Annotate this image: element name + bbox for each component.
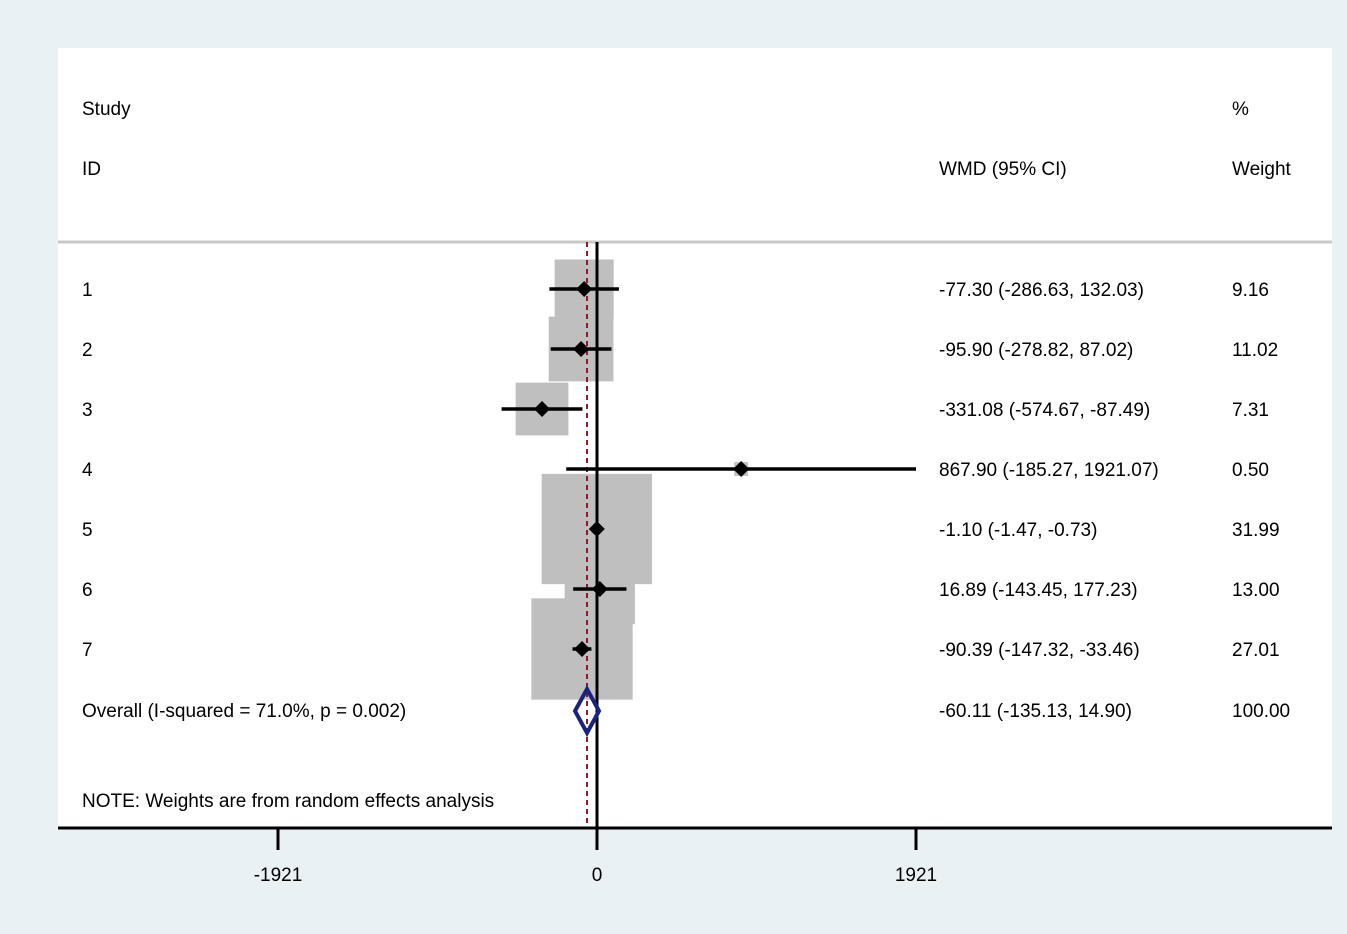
x-tick-label: 1921 [895,865,937,886]
forest-plot: Study ID WMD (95% CI) % Weight 1 -77.30 (… [58,48,1332,886]
overall-weight-text: 100.00 [1232,701,1290,722]
study-weight-text: 7.31 [1232,400,1269,421]
x-axis-ticks: -1921 0 1921 [254,828,937,886]
study-ci-text: -1.10 (-1.47, -0.73) [939,520,1097,541]
study-ci-text: -77.30 (-286.63, 132.03) [939,280,1144,301]
note-text: NOTE: Weights are from random effects an… [82,791,494,812]
overall-label: Overall (I-squared = 71.0%, p = 0.002) [82,701,406,722]
weight-header-line2: Weight [1232,159,1292,180]
overall-ci-text: -60.11 (-135.13, 14.90) [939,701,1132,722]
study-weight-text: 0.50 [1232,460,1269,481]
point-estimate [573,341,590,357]
forest-plot-figure: Study ID WMD (95% CI) % Weight 1 -77.30 (… [10,8,1347,930]
study-id: 6 [82,580,93,601]
study-ci-text: -90.39 (-147.32, -33.46) [939,640,1140,661]
study-weight-text: 13.00 [1232,580,1280,601]
study-id: 7 [82,640,93,661]
study-weight-text: 27.01 [1232,640,1280,661]
study-weight-text: 31.99 [1232,520,1280,541]
x-tick-label: -1921 [254,865,303,886]
study-ci-text: 867.90 (-185.27, 1921.07) [939,460,1159,481]
point-estimate [588,521,605,537]
point-estimate [576,281,593,297]
point-estimate [591,581,608,597]
study-id: 1 [82,280,93,301]
plot-area [58,48,1332,828]
study-ci-text: -331.08 (-574.67, -87.49) [939,400,1150,421]
study-ci-text: -95.90 (-278.82, 87.02) [939,340,1133,361]
plot-layer: 1 -77.30 (-286.63, 132.03) 9.16 2 -95.90 (-2… [82,242,1280,828]
weight-header-line1: % [1232,99,1249,120]
study-id: 4 [82,460,93,481]
point-estimate [534,401,551,417]
effect-header: WMD (95% CI) [939,159,1067,180]
study-ci-text: 16.89 (-143.45, 177.23) [939,580,1138,601]
point-estimate [573,641,590,657]
study-id: 5 [82,520,93,541]
overall-diamond [572,684,602,738]
study-header-line2: ID [82,159,101,180]
point-estimate [733,461,750,477]
study-id: 3 [82,400,93,421]
study-header-line1: Study [82,99,131,120]
study-id: 2 [82,340,93,361]
study-weight-text: 9.16 [1232,280,1269,301]
study-weight-text: 11.02 [1232,340,1278,361]
x-tick-label: 0 [592,865,603,886]
